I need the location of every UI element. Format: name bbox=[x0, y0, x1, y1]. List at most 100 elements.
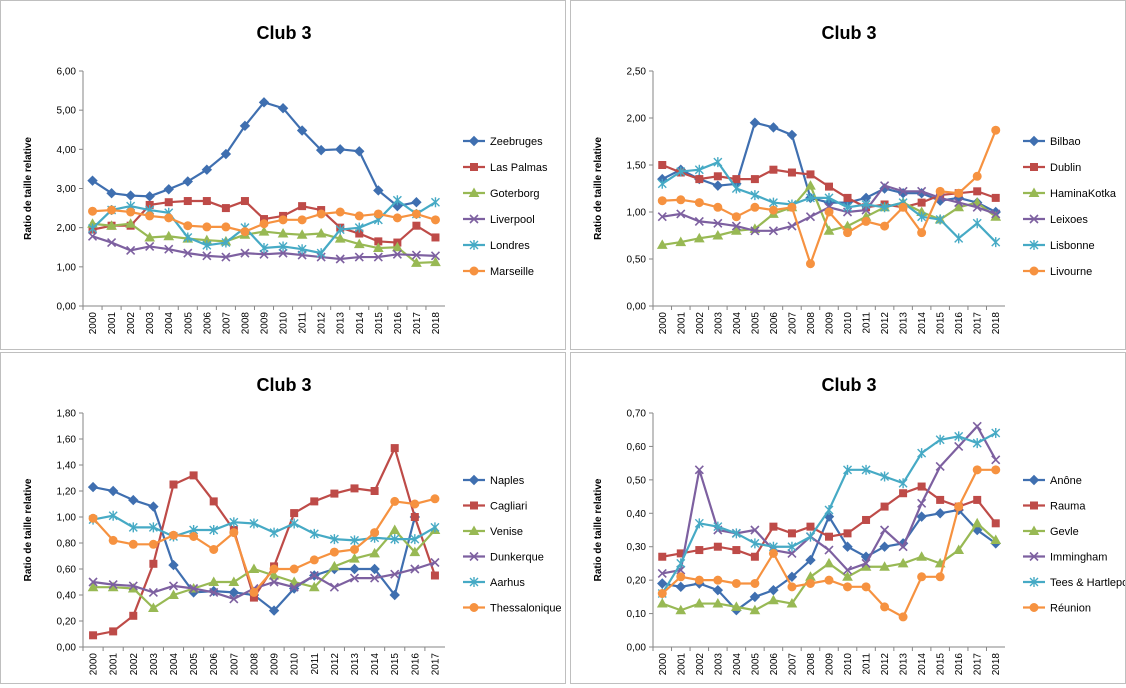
data-point bbox=[676, 572, 686, 582]
data-point bbox=[657, 178, 667, 189]
data-point bbox=[712, 598, 724, 608]
data-point bbox=[296, 125, 308, 136]
data-point bbox=[693, 232, 705, 243]
chart-panel: Club 3 Ratio de taille relative 0,00 0,10 0,… bbox=[570, 352, 1126, 684]
data-point bbox=[372, 242, 384, 253]
data-point bbox=[296, 229, 308, 239]
chart-title: Club 3 bbox=[256, 375, 311, 395]
data-point bbox=[202, 197, 211, 206]
x-tick-label: 2002 bbox=[695, 312, 706, 335]
data-point bbox=[412, 221, 421, 230]
y-axis-label: Ratio de taille relative bbox=[23, 137, 34, 240]
data-point bbox=[268, 569, 280, 580]
data-point bbox=[750, 202, 760, 212]
data-point bbox=[731, 578, 741, 588]
series-line bbox=[92, 561, 436, 601]
x-tick-label: 2009 bbox=[825, 312, 836, 335]
data-point bbox=[656, 239, 668, 249]
data-point bbox=[731, 221, 741, 231]
x-tick-label: 2018 bbox=[431, 312, 442, 335]
data-point bbox=[731, 212, 741, 222]
x-tick-label: 2014 bbox=[355, 312, 366, 335]
chart-panel: Club 3 Ratio de taille relative 0,00 0,20 0,… bbox=[0, 352, 566, 684]
data-point bbox=[693, 598, 705, 608]
data-point bbox=[390, 569, 400, 579]
data-point bbox=[917, 186, 927, 196]
data-point bbox=[787, 548, 797, 558]
data-point bbox=[917, 228, 927, 238]
data-point bbox=[298, 202, 307, 211]
data-point bbox=[315, 228, 327, 238]
data-point bbox=[329, 582, 339, 592]
legend-label: Aarhus bbox=[490, 577, 525, 589]
data-point bbox=[657, 589, 667, 599]
x-tick-label: 2006 bbox=[209, 653, 220, 676]
data-point bbox=[917, 448, 927, 459]
data-point bbox=[148, 587, 158, 597]
series-line bbox=[91, 101, 417, 208]
x-tick-label: 2012 bbox=[880, 312, 891, 335]
data-point bbox=[768, 548, 778, 558]
x-tick-label: 2017 bbox=[973, 653, 984, 676]
data-point bbox=[335, 144, 346, 155]
data-point bbox=[278, 215, 288, 225]
data-point bbox=[145, 241, 155, 252]
data-point bbox=[731, 601, 742, 611]
data-point bbox=[917, 211, 927, 222]
x-tick-label: 2017 bbox=[430, 653, 441, 676]
data-point bbox=[168, 581, 179, 591]
data-point bbox=[277, 228, 289, 238]
data-point bbox=[390, 534, 400, 545]
data-point bbox=[658, 552, 667, 561]
data-point bbox=[972, 171, 982, 181]
legend-label: Marseille bbox=[490, 266, 534, 278]
x-tick-label: 2013 bbox=[899, 653, 910, 676]
data-point bbox=[954, 431, 964, 442]
data-point bbox=[87, 231, 98, 241]
data-point bbox=[258, 97, 270, 108]
data-point bbox=[148, 522, 158, 533]
data-point bbox=[169, 480, 178, 489]
data-point bbox=[806, 170, 815, 179]
legend-marker bbox=[1029, 214, 1039, 224]
data-point bbox=[268, 605, 280, 616]
data-point bbox=[694, 465, 704, 475]
data-point bbox=[430, 522, 440, 533]
y-tick-label: 0,60 bbox=[627, 442, 647, 453]
data-point bbox=[694, 575, 704, 585]
data-point bbox=[149, 559, 158, 568]
data-point bbox=[183, 221, 193, 231]
data-point bbox=[879, 561, 890, 571]
data-point bbox=[880, 502, 889, 511]
legend-marker bbox=[1029, 240, 1039, 250]
data-point bbox=[657, 196, 667, 206]
data-point bbox=[310, 497, 319, 506]
data-point bbox=[825, 182, 833, 191]
legend-marker bbox=[1028, 525, 1040, 535]
x-tick-label: 2003 bbox=[145, 312, 156, 335]
y-axis-label: Ratio de taille relative bbox=[593, 137, 604, 240]
data-point bbox=[935, 461, 945, 472]
y-tick-label: 1,60 bbox=[57, 435, 77, 446]
x-tick-label: 2015 bbox=[936, 312, 947, 335]
data-point bbox=[411, 257, 422, 267]
legend-marker bbox=[468, 187, 480, 197]
data-point bbox=[229, 528, 239, 538]
data-point bbox=[278, 248, 288, 258]
data-point bbox=[712, 584, 724, 596]
x-tick-label: 2006 bbox=[202, 312, 213, 335]
data-point bbox=[240, 227, 250, 237]
y-tick-label: 1,00 bbox=[627, 208, 647, 219]
data-point bbox=[768, 122, 779, 133]
data-point bbox=[824, 207, 834, 217]
x-tick-label: 2001 bbox=[676, 653, 687, 676]
legend-label: Zeebruges bbox=[490, 136, 543, 148]
legend-label: Goterborg bbox=[490, 188, 540, 200]
data-point bbox=[240, 248, 250, 258]
x-tick-label: 2011 bbox=[298, 312, 309, 334]
legend-label: Réunion bbox=[1050, 603, 1091, 615]
x-tick-label: 2017 bbox=[412, 312, 423, 335]
data-point bbox=[990, 534, 1002, 545]
x-tick-label: 2015 bbox=[390, 653, 401, 676]
